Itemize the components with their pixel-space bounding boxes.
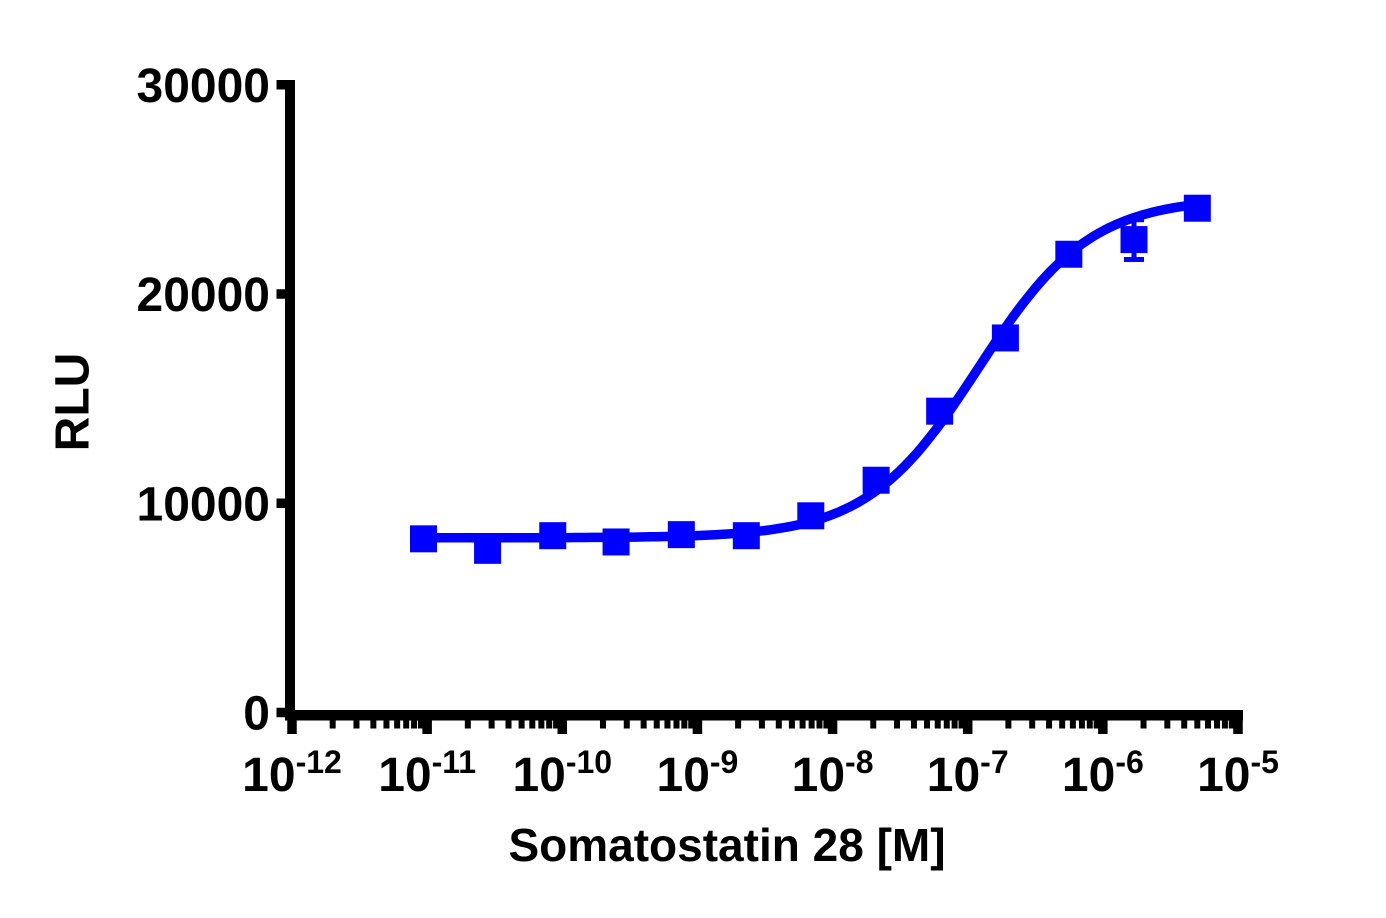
- x-minor-tick: [688, 710, 695, 729]
- x-minor-tick: [816, 710, 823, 729]
- x-tick-label: 10-11: [378, 744, 476, 802]
- x-tick-label: 10-8: [792, 744, 874, 802]
- x-minor-tick: [403, 710, 410, 729]
- x-minor-tick: [599, 710, 606, 729]
- x-minor-tick: [464, 710, 471, 729]
- y-axis-title: RLU: [46, 352, 100, 452]
- x-tick-label: 10-12: [242, 744, 342, 802]
- x-minor-tick: [370, 710, 377, 729]
- x-minor-tick: [924, 710, 931, 729]
- y-tick: [276, 289, 290, 299]
- x-minor-tick: [934, 710, 941, 729]
- x-minor-tick: [1078, 710, 1085, 729]
- x-minor-tick: [1221, 710, 1228, 729]
- y-tick: [276, 80, 290, 90]
- data-point-marker: [991, 324, 1019, 352]
- x-minor-tick: [1205, 710, 1212, 729]
- x-minor-tick: [894, 710, 901, 729]
- x-major-tick: [1098, 710, 1108, 734]
- x-minor-tick: [529, 710, 536, 729]
- data-point-marker: [410, 525, 438, 553]
- x-minor-tick: [417, 710, 424, 729]
- x-minor-tick: [394, 710, 401, 729]
- x-minor-tick: [870, 710, 877, 729]
- x-minor-tick: [1093, 710, 1100, 729]
- x-minor-tick: [1086, 710, 1093, 729]
- y-tick-label: 30000: [137, 60, 270, 113]
- x-axis-title: Somatostatin 28 [M]: [508, 819, 946, 871]
- y-tick: [276, 707, 290, 718]
- x-minor-tick: [681, 710, 688, 729]
- x-minor-tick: [823, 710, 830, 729]
- x-minor-tick: [808, 710, 815, 729]
- data-point-marker: [862, 466, 890, 494]
- x-minor-tick: [788, 710, 795, 729]
- x-minor-tick: [488, 710, 495, 729]
- x-tick-label: 10-10: [512, 744, 612, 802]
- x-minor-tick: [505, 710, 512, 729]
- x-minor-tick: [1046, 710, 1053, 729]
- data-point-marker: [797, 502, 825, 530]
- x-major-tick: [692, 710, 703, 734]
- x-minor-tick: [553, 710, 560, 729]
- y-tick-label: 20000: [137, 269, 270, 322]
- x-major-tick: [1233, 710, 1243, 734]
- x-tick-label: 10-9: [657, 744, 739, 802]
- x-minor-tick: [1069, 710, 1076, 729]
- x-minor-tick: [1140, 710, 1147, 729]
- x-minor-tick: [1059, 710, 1066, 729]
- error-bar-cap: [1124, 256, 1145, 262]
- data-point-marker: [539, 522, 567, 550]
- x-minor-tick: [958, 710, 965, 729]
- x-minor-tick: [664, 710, 671, 729]
- data-point-marker: [474, 536, 502, 564]
- x-minor-tick: [910, 710, 917, 729]
- data-point-marker: [667, 521, 695, 549]
- x-minor-tick: [640, 710, 647, 729]
- x-minor-tick: [735, 710, 742, 729]
- x-minor-tick: [1005, 710, 1012, 729]
- x-minor-tick: [943, 710, 950, 729]
- x-tick-label: 10-7: [927, 744, 1009, 802]
- data-point-marker: [1055, 240, 1083, 268]
- x-minor-tick: [1214, 710, 1221, 729]
- x-minor-tick: [758, 710, 765, 729]
- x-minor-tick: [1181, 710, 1188, 729]
- data-point-marker: [602, 528, 630, 556]
- y-tick-label: 0: [243, 688, 270, 741]
- x-minor-tick: [653, 710, 660, 729]
- x-minor-tick: [673, 710, 680, 729]
- data-point-marker: [926, 397, 954, 425]
- x-minor-tick: [353, 710, 360, 729]
- y-tick-label: 10000: [137, 478, 270, 531]
- x-minor-tick: [951, 710, 958, 729]
- x-minor-tick: [329, 710, 336, 729]
- x-major-tick: [422, 710, 432, 734]
- x-tick-label: 10-6: [1062, 744, 1144, 802]
- y-tick: [276, 498, 290, 508]
- data-point-marker: [1120, 226, 1148, 254]
- x-minor-tick: [546, 710, 553, 729]
- y-axis-line: [285, 80, 295, 721]
- x-major-tick: [557, 710, 568, 734]
- x-minor-tick: [538, 710, 545, 729]
- x-tick-label: 10-5: [1197, 744, 1279, 802]
- x-major-tick: [962, 710, 973, 734]
- x-minor-tick: [775, 710, 782, 729]
- data-point-marker: [732, 522, 760, 550]
- x-minor-tick: [1228, 710, 1235, 729]
- x-major-tick: [827, 710, 838, 734]
- x-minor-tick: [623, 710, 630, 729]
- data-point-marker: [1183, 194, 1211, 222]
- x-minor-tick: [1029, 710, 1036, 729]
- x-major-tick: [287, 710, 297, 734]
- x-minor-tick: [799, 710, 806, 729]
- x-minor-tick: [518, 710, 525, 729]
- x-minor-tick: [1164, 710, 1171, 729]
- x-minor-tick: [1194, 710, 1201, 729]
- x-minor-tick: [411, 710, 418, 729]
- x-minor-tick: [383, 710, 390, 729]
